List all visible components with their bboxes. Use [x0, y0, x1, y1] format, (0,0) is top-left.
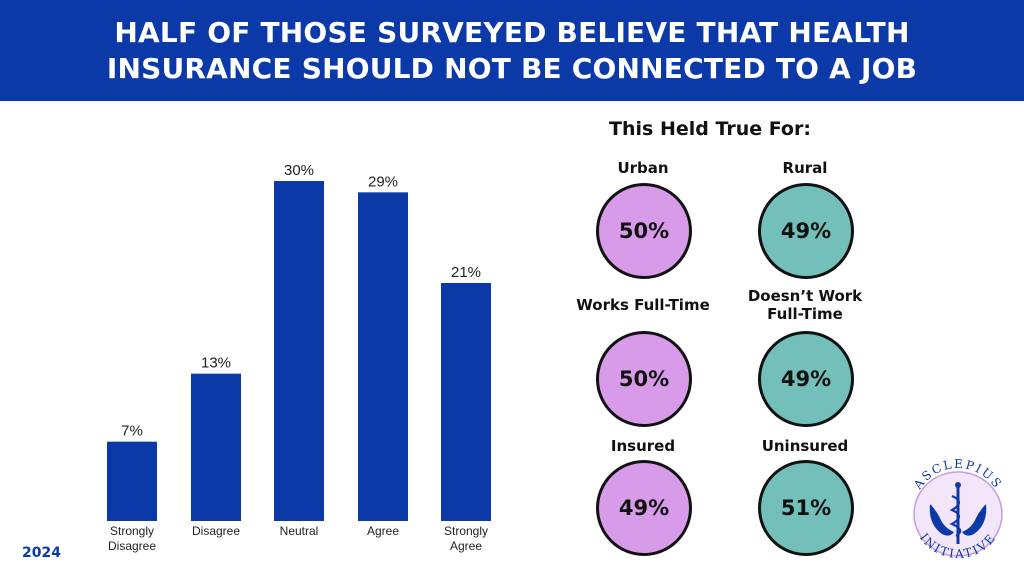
bar-0	[107, 441, 157, 521]
category-label-1-0: Disagree	[192, 524, 240, 538]
circle-rural: 49%	[758, 183, 854, 279]
bar-4	[441, 283, 491, 521]
bar-2	[274, 181, 324, 521]
category-label-3-0: Agree	[367, 524, 399, 538]
asclepius-initiative-logo: ASCLEPIUS INITIATIVE	[910, 457, 1003, 561]
value-label-2: 30%	[284, 162, 314, 179]
group-label-doesnt-work-full-time: Doesn’t Work Full-Time	[710, 287, 900, 323]
bar-1	[191, 373, 241, 521]
circle-uninsured: 51%	[758, 460, 854, 556]
group-label-works-full-time: Works Full-Time	[576, 296, 710, 314]
group-label-insured: Insured	[610, 437, 676, 455]
category-label-0-0: Strongly	[110, 524, 154, 538]
value-label-3: 29%	[368, 173, 398, 190]
value-label-1: 13%	[201, 355, 231, 372]
circle-doesnt-work-full-time: 49%	[758, 331, 854, 427]
logo-staff-icon	[949, 482, 962, 544]
circle-urban: 50%	[596, 183, 692, 279]
group-label-line: Doesn’t Work	[747, 287, 863, 305]
group-label-uninsured: Uninsured	[761, 437, 849, 455]
bar-3	[358, 192, 408, 521]
value-label-0: 7%	[121, 423, 143, 440]
title-line-1: HALF OF THOSE SURVEYED BELIEVE THAT HEAL…	[114, 16, 910, 49]
breakdown-title: This Held True For:	[609, 118, 811, 140]
group-label-urban: Urban	[617, 159, 669, 177]
logo-hands-icon	[929, 504, 987, 536]
circle-works-full-time: 50%	[596, 331, 692, 427]
header-banner: HALF OF THOSE SURVEYED BELIEVE THAT HEAL…	[0, 0, 1024, 101]
category-label-0-1: Disagree	[108, 539, 156, 553]
category-label-4-1: Agree	[450, 539, 482, 553]
group-label-rural: Rural	[782, 159, 828, 177]
title-line-2: INSURANCE SHOULD NOT BE CONNECTED TO A J…	[106, 52, 918, 85]
bar-chart: 7%StronglyDisagree13%Disagree30%Neutral2…	[107, 162, 491, 553]
year-label: 2024	[22, 545, 61, 561]
group-label-line: Full-Time	[767, 305, 843, 323]
circle-insured: 49%	[596, 460, 692, 556]
value-label-4: 21%	[451, 264, 481, 281]
category-label-4-0: Strongly	[444, 524, 488, 538]
category-label-2-0: Neutral	[280, 524, 319, 538]
